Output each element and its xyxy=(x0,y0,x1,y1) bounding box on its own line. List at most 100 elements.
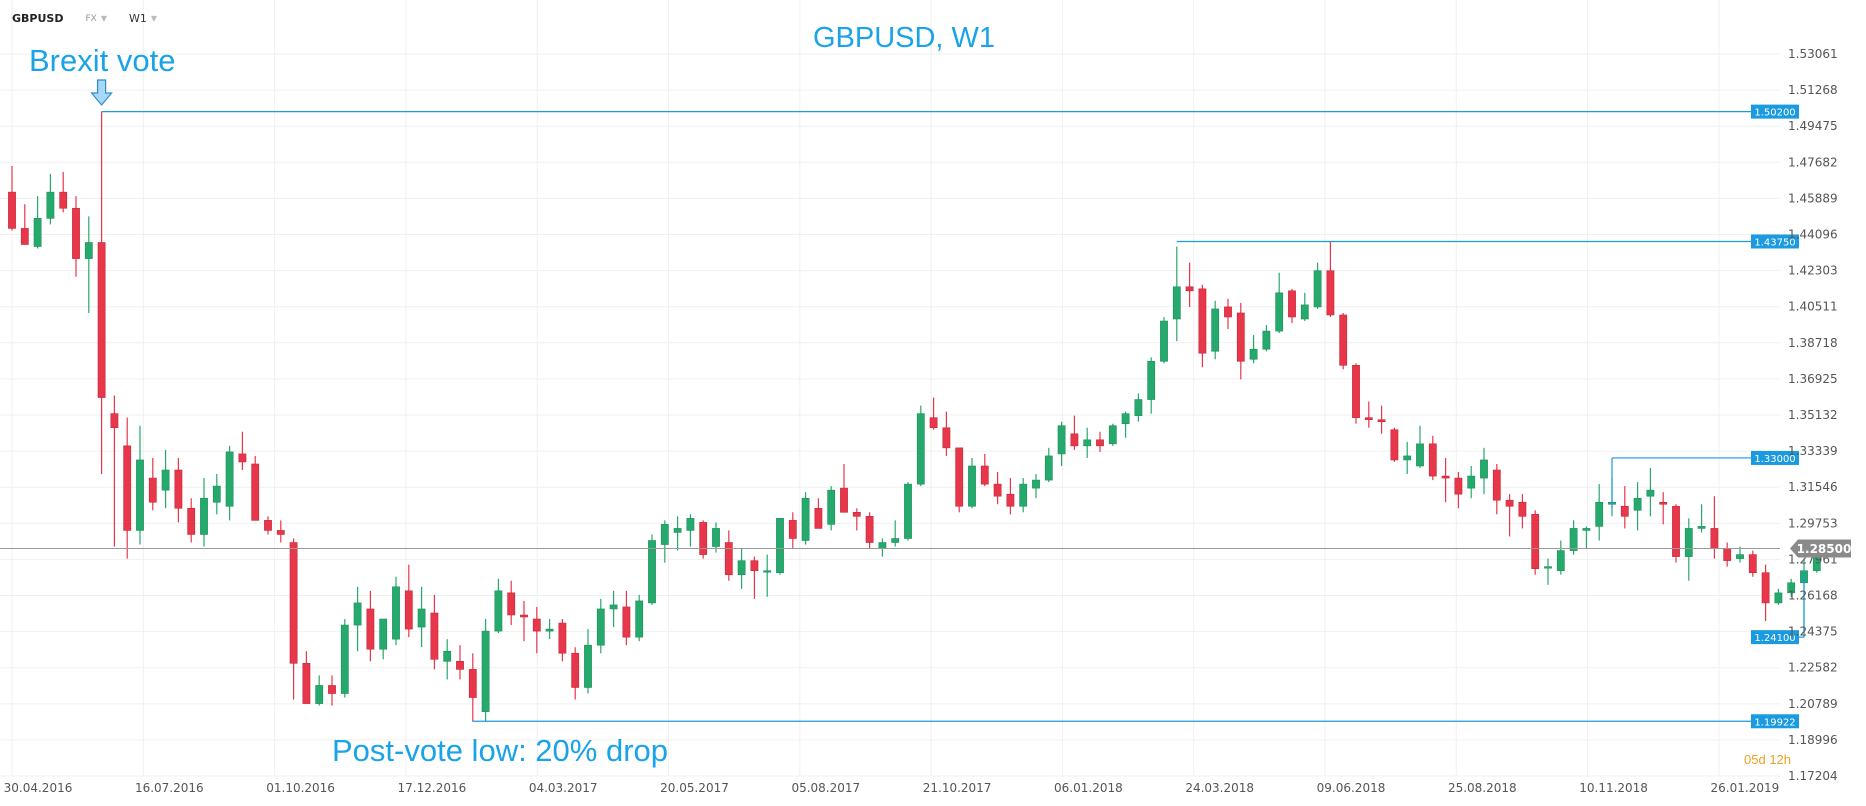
candle-body xyxy=(968,465,976,507)
candle-body xyxy=(1710,528,1719,549)
candle-body xyxy=(1083,439,1092,447)
candle-body xyxy=(148,477,157,503)
candle-body xyxy=(929,417,938,429)
candle xyxy=(110,395,119,547)
candle xyxy=(1710,496,1719,559)
candle xyxy=(584,629,592,694)
candle-body xyxy=(584,644,592,688)
candle xyxy=(852,508,861,531)
candle-body xyxy=(1774,592,1783,604)
candle xyxy=(148,457,157,511)
candle xyxy=(481,619,490,722)
candle xyxy=(545,619,554,640)
y-tick-label: 1.45889 xyxy=(1788,191,1838,205)
candle-body xyxy=(468,669,477,698)
candle-body xyxy=(1736,554,1744,559)
candle-body xyxy=(20,228,29,245)
candle-body xyxy=(571,652,580,688)
level-badge xyxy=(1751,450,1799,465)
candle xyxy=(980,453,989,487)
candle-body xyxy=(532,618,541,632)
candle-series xyxy=(8,111,1834,722)
candle-body xyxy=(1249,348,1258,360)
annotation-brexit-vote: Brexit vote xyxy=(29,43,175,78)
current-price-badge xyxy=(1790,539,1851,558)
candle xyxy=(814,498,823,529)
price-level: 1.50200 xyxy=(101,104,1799,119)
candle xyxy=(801,492,810,545)
candle-body xyxy=(545,628,554,632)
candle xyxy=(276,520,285,543)
chart-toolbar: GBPUSD FX ▼ W1 ▼ xyxy=(12,12,157,25)
x-tick-label: 16.07.2016 xyxy=(135,781,204,795)
candle xyxy=(955,447,964,513)
candle-body xyxy=(174,469,183,509)
candle-body xyxy=(59,191,68,209)
candle xyxy=(468,653,477,722)
candle-body xyxy=(238,453,247,463)
candle xyxy=(174,457,183,523)
candle xyxy=(891,520,900,547)
candle-body xyxy=(737,560,746,576)
candle-body xyxy=(72,207,80,259)
candle-body xyxy=(993,483,1002,497)
candle xyxy=(1672,504,1680,563)
candle-body xyxy=(1582,528,1591,531)
price-level: 1.24100 xyxy=(1751,630,1804,645)
candle-body xyxy=(1198,288,1207,354)
candle-body xyxy=(980,465,989,485)
y-tick-label: 1.38718 xyxy=(1788,336,1838,350)
x-tick-label: 20.05.2017 xyxy=(660,781,729,795)
candle xyxy=(1249,335,1258,364)
y-tick-label: 1.49475 xyxy=(1788,119,1838,133)
candle xyxy=(1646,468,1655,517)
candle-body xyxy=(1454,477,1463,495)
candle-body xyxy=(558,622,567,654)
candle xyxy=(929,397,938,430)
candle-body xyxy=(456,661,464,670)
time-axis: 30.04.2016 16.07.2016 01.10.2016 17.12.2016… xyxy=(4,781,1780,795)
candle-body xyxy=(1672,505,1680,557)
candle-body xyxy=(1556,550,1565,571)
candle-body xyxy=(46,191,55,219)
candle xyxy=(46,174,55,225)
x-tick-label: 24.03.2018 xyxy=(1185,781,1254,795)
x-tick-label: 17.12.2016 xyxy=(398,781,467,795)
candle xyxy=(187,498,196,543)
candle xyxy=(609,590,618,628)
candle xyxy=(1544,558,1552,585)
y-tick-label: 1.42303 xyxy=(1788,264,1838,278)
candle-body xyxy=(660,524,669,545)
candle xyxy=(1172,246,1181,342)
candle xyxy=(1620,486,1629,529)
x-tick-label: 26.01.2019 xyxy=(1711,781,1780,795)
candle-body xyxy=(776,518,784,574)
candle xyxy=(1377,405,1386,434)
level-badge xyxy=(1751,714,1799,729)
arrow-down-icon xyxy=(90,79,113,106)
candle xyxy=(1313,262,1322,309)
candle xyxy=(993,472,1002,505)
market-selector[interactable]: FX ▼ xyxy=(85,14,107,24)
candle xyxy=(1211,300,1220,360)
candle xyxy=(916,405,925,487)
candle-body xyxy=(596,608,605,646)
chevron-down-icon: ▼ xyxy=(100,14,107,23)
candle xyxy=(1044,447,1053,483)
interval-selector[interactable]: W1 ▼ xyxy=(129,12,157,25)
candle xyxy=(1787,578,1796,597)
candle xyxy=(1774,588,1783,605)
candle xyxy=(1224,298,1232,330)
candle-body xyxy=(1300,304,1309,320)
symbol-selector[interactable]: GBPUSD xyxy=(12,12,64,25)
candle xyxy=(1236,302,1245,380)
chevron-down-icon: ▼ xyxy=(150,14,157,23)
candle-body xyxy=(1019,483,1028,507)
candle-body xyxy=(366,608,375,650)
candle-body xyxy=(1518,501,1527,517)
candle xyxy=(1659,492,1668,525)
candle xyxy=(776,518,784,575)
candle xyxy=(622,590,631,646)
candle xyxy=(443,639,452,680)
